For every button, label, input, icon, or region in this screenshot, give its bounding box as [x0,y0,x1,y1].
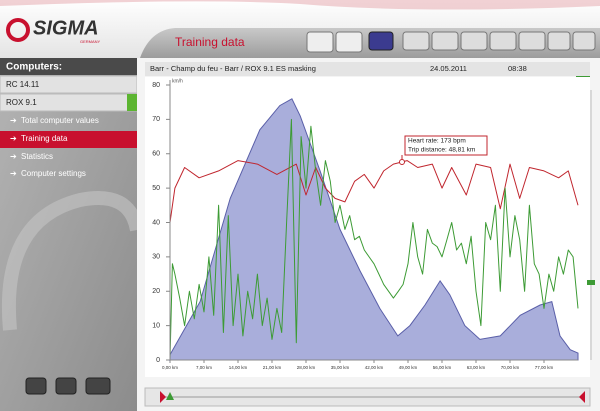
y-tick-label: 10 [152,322,160,329]
y-tick-label: 20 [152,288,160,295]
range-position[interactable] [166,392,174,400]
menu-item[interactable]: Total computer values [21,116,99,125]
logo-mark [6,18,30,42]
x-tick-label: 49,00 km [399,365,418,370]
active-indicator [127,94,137,111]
time: 08:38 [508,64,527,73]
tooltip-line: Heart rate: 173 bpm [408,138,466,145]
x-tick-label: 28,00 km [297,365,316,370]
x-tick-label: 70,00 km [501,365,520,370]
toolbar [306,31,596,53]
tool-button[interactable] [431,31,459,51]
menu-arrow: ➔ [10,169,17,178]
y-tick-label: 70 [152,116,160,123]
x-tick-label: 77,00 km [535,365,554,370]
tool-button[interactable] [306,31,334,53]
menu-item[interactable]: Statistics [21,152,53,161]
x-tick-label: 14,00 km [229,365,248,370]
y-tick-label: 40 [152,219,160,226]
line-series [169,118,579,361]
tool-button[interactable] [335,31,363,53]
sidebar-swirl [1,191,144,331]
info-button[interactable] [25,377,47,395]
route-name: Barr - Champ du feu - Barr / ROX 9.1 ES … [150,64,316,73]
x-tick-label: 7,00 km [196,365,212,370]
tool-button[interactable] [489,31,517,51]
x-tick-label: 56,00 km [433,365,452,370]
y-tick-label: 80 [152,82,160,89]
tool-button[interactable] [460,31,488,51]
x-tick-label: 21,00 km [263,365,282,370]
menu-arrow: ➔ [10,134,17,143]
computer-name: ROX 9.1 [6,98,37,107]
tool-button[interactable] [572,31,596,51]
y-tick-label: 30 [152,254,160,261]
y-tick-label: 0 [156,357,160,364]
y-tick-label: 60 [152,151,160,158]
tool-button[interactable] [518,31,546,51]
computer-name: RC 14.11 [6,80,40,89]
x-tick-label: 35,00 km [331,365,350,370]
area-series [169,98,579,361]
zoom-slider-handle[interactable] [587,280,595,285]
y-tick-label: 50 [152,185,160,192]
y-unit: km/h [172,78,183,84]
x-tick-label: 42,00 km [365,365,384,370]
menu-selected [0,131,137,148]
range-start-handle[interactable] [160,391,166,403]
line-series [169,160,579,223]
header-stripe [0,0,600,10]
range-end-handle[interactable] [579,391,585,403]
tooltip-marker [399,159,405,165]
page-title: Training data [175,35,245,49]
menu-arrow: ➔ [10,152,17,161]
tool-button[interactable] [368,31,394,51]
date: 24.05.2011 [430,64,467,73]
sidebar-header [0,58,137,75]
tool-button[interactable] [402,31,430,51]
tool-button[interactable] [547,31,571,51]
logo-sub: GERMANY [80,39,101,44]
tooltip-box [404,135,488,156]
menu-arrow: ➔ [10,116,17,125]
chart-header-bg [145,62,590,76]
tooltip-line: Trip distance: 48,81 km [408,147,475,154]
sidebar-title: Computers: [6,62,62,73]
menu-item[interactable]: Training data [21,134,68,143]
logo: SIGMA [33,17,99,39]
settings-button[interactable] [85,377,111,395]
x-tick-label: 0,00 km [162,365,178,370]
x-tick-label: 63,00 km [467,365,486,370]
menu-item[interactable]: Computer settings [21,169,86,178]
help-button[interactable] [55,377,77,395]
plot: km/h 0 10 20 30 40 50 60 70 80 0,00 km 7,00 km 14,00… [152,78,579,370]
tooltip: Heart rate: 173 bpm Trip distance: 48,81… [399,135,488,165]
